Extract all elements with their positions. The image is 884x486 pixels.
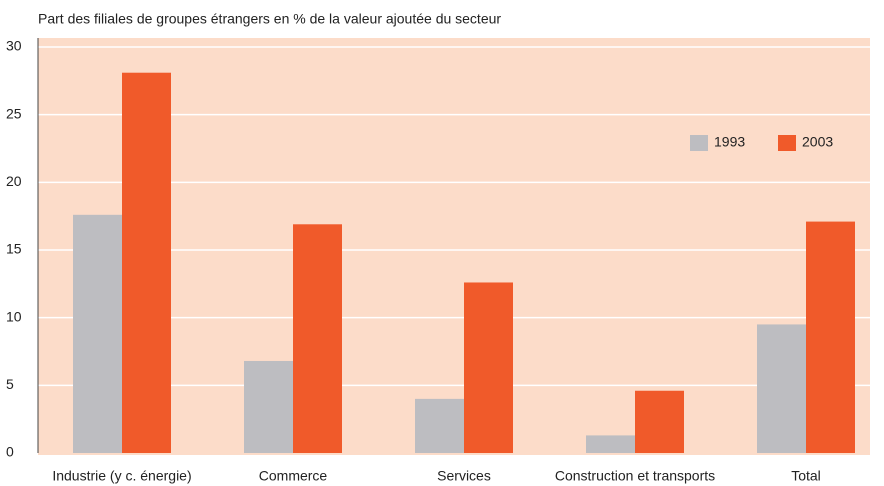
bar	[293, 224, 342, 453]
legend-swatch	[690, 135, 708, 151]
legend-swatch	[778, 135, 796, 151]
bar	[757, 324, 806, 453]
bar	[464, 282, 513, 453]
y-tick-label: 20	[6, 173, 22, 189]
x-tick-label: Services	[437, 468, 491, 484]
x-tick-label: Total	[791, 468, 821, 484]
chart-subtitle: Part des filiales de groupes étrangers e…	[38, 11, 501, 27]
x-tick-label: Commerce	[259, 468, 328, 484]
bar	[122, 72, 171, 454]
y-tick-label: 0	[6, 444, 14, 460]
x-tick-label: Construction et transports	[555, 468, 715, 484]
bar	[244, 360, 293, 453]
legend-label: 2003	[802, 134, 833, 150]
y-tick-label: 10	[6, 308, 22, 324]
y-tick-label: 5	[6, 376, 14, 392]
x-tick-label: Industrie (y c. énergie)	[52, 468, 191, 484]
y-tick-label: 25	[6, 105, 22, 121]
y-tick-label: 30	[6, 38, 22, 54]
bar	[806, 221, 855, 453]
bar	[586, 435, 635, 453]
y-tick-label: 15	[6, 241, 22, 257]
legend-label: 1993	[714, 134, 745, 150]
bar	[73, 214, 122, 453]
bar	[415, 398, 464, 453]
bar	[635, 390, 684, 453]
